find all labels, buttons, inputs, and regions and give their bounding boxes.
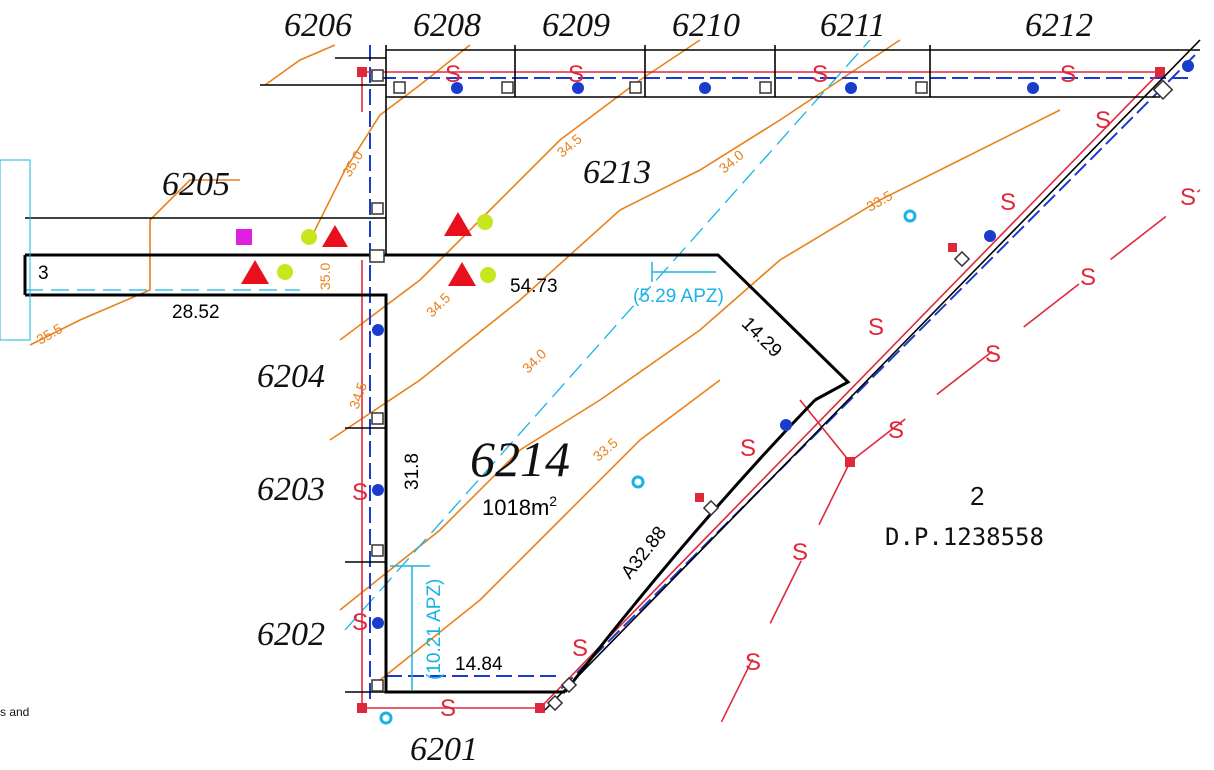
sewer-symbol: S bbox=[1180, 184, 1196, 211]
sewer-symbol: S bbox=[740, 435, 756, 462]
dimension: A32.88 bbox=[617, 523, 671, 583]
main-lot-label: 6214 bbox=[470, 431, 570, 487]
sewer-symbol: S bbox=[812, 61, 828, 88]
dimension: 54.73 bbox=[510, 276, 558, 297]
area-power: 2 bbox=[549, 493, 557, 509]
note: s and bbox=[0, 705, 29, 719]
contour-label: 35.0 bbox=[317, 263, 333, 290]
sewer-symbol: S bbox=[868, 314, 884, 341]
area-value: 1018m bbox=[482, 495, 549, 520]
hydrants bbox=[0, 159, 917, 725]
lot-label: 6209 bbox=[542, 7, 610, 44]
lot-label: 6205 bbox=[162, 166, 230, 203]
contour-label: 34.0 bbox=[519, 345, 550, 376]
lot-label: 6213 bbox=[583, 154, 651, 191]
contour-label: 33.5 bbox=[864, 187, 896, 215]
sewer-symbol: S bbox=[1095, 107, 1111, 134]
adjacent-lot: 2 bbox=[970, 481, 984, 511]
service-lines bbox=[369, 45, 1196, 700]
apz-label: (10.21 APZ) bbox=[424, 579, 445, 680]
sewer-nodes bbox=[357, 67, 1165, 713]
contour-label: 34.5 bbox=[423, 289, 454, 320]
sewer-symbol: S bbox=[888, 417, 904, 444]
dimension: 14.84 bbox=[455, 654, 503, 675]
sewer-symbol: S bbox=[445, 61, 461, 88]
dimension: 31.8 bbox=[402, 453, 423, 490]
apz-label: (5.29 APZ) bbox=[633, 286, 724, 307]
contour-lines bbox=[29, 39, 1061, 681]
contour-label: 35.0 bbox=[339, 148, 367, 180]
service-pits bbox=[372, 60, 1194, 629]
lot-label: 6202 bbox=[257, 616, 325, 653]
contour-label: 34.0 bbox=[716, 146, 747, 176]
sewer-symbol: S bbox=[1060, 61, 1076, 88]
sewer-lines bbox=[361, 71, 1201, 736]
sewer-symbol: S bbox=[985, 341, 1001, 368]
lot-label: 6208 bbox=[413, 7, 481, 44]
sewer-symbol: S bbox=[745, 649, 761, 676]
lot-label: 6212 bbox=[1025, 7, 1093, 44]
contour-label: 34.5 bbox=[554, 130, 585, 160]
apz-lines bbox=[25, 39, 871, 631]
lot-label: 6210 bbox=[672, 7, 740, 44]
dimension: 14.29 bbox=[737, 313, 785, 361]
lot-label: 6211 bbox=[820, 7, 885, 44]
lot-label: 6203 bbox=[257, 471, 325, 508]
sewer-symbol: S bbox=[568, 61, 584, 88]
sewer-symbol: S bbox=[1000, 189, 1016, 216]
contour-label: 33.5 bbox=[590, 434, 621, 464]
lot-label: 6206 bbox=[284, 7, 352, 44]
lot-label: 6204 bbox=[257, 358, 325, 395]
boxes bbox=[369, 69, 1174, 712]
sewer-symbol: S bbox=[1080, 264, 1096, 291]
labels: 6206 6208 6209 6210 6211 6212 6205 6213 … bbox=[0, 7, 1196, 768]
lot-label: 6201 bbox=[410, 731, 478, 768]
sewer-symbol: S bbox=[352, 479, 368, 506]
area: 1018m2 bbox=[482, 493, 557, 520]
sewer-symbol: S bbox=[440, 695, 456, 722]
dimension: 28.52 bbox=[172, 302, 220, 323]
deposited-plan: D.P.1238558 bbox=[885, 523, 1044, 551]
contour-label: 34.5 bbox=[346, 380, 370, 411]
sewer-symbol: S bbox=[792, 539, 808, 566]
dimension: 3 bbox=[38, 263, 49, 284]
sewer-symbol: S bbox=[352, 609, 368, 636]
apz-arrows bbox=[390, 262, 716, 690]
contour-label: 35.5 bbox=[34, 320, 66, 348]
boundaries bbox=[25, 39, 1201, 711]
sewer-symbol: S bbox=[572, 635, 588, 662]
